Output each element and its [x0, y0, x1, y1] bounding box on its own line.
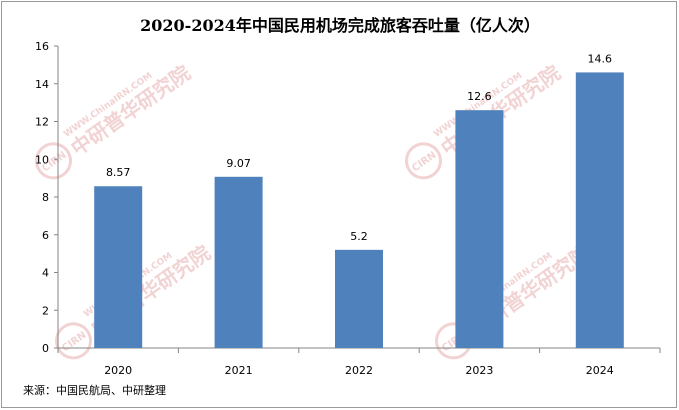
y-tick-label: 4	[42, 267, 49, 280]
x-tick-label: 2020	[104, 364, 132, 377]
bar	[214, 176, 263, 348]
data-label: 5.2	[350, 230, 368, 243]
x-tick-label: 2024	[586, 364, 614, 377]
x-tick-label: 2022	[345, 364, 373, 377]
bar	[575, 72, 624, 349]
bar	[94, 186, 143, 348]
bar	[335, 249, 383, 348]
bar-series	[94, 72, 624, 349]
watermark-logo-ring	[405, 142, 443, 180]
y-axis: 0 2 4 6 8 10 12 14 16	[35, 40, 59, 355]
bar	[455, 110, 504, 348]
y-tick-label: 12	[35, 116, 49, 129]
watermark-logo-ring	[35, 142, 73, 180]
watermark-logo-text: CIRN	[60, 330, 89, 355]
watermark-cn-text: 中研普华研究院	[66, 61, 194, 161]
x-tick-label: 2021	[225, 364, 253, 377]
x-tick-label: 2023	[465, 364, 493, 377]
y-tick-label: 0	[42, 342, 49, 355]
y-tick-label: 8	[42, 191, 49, 204]
chart-title: 2020-2024年中国民用机场完成旅客吞吐量（亿人次）	[140, 16, 540, 35]
y-tick-label: 14	[35, 78, 49, 91]
data-label: 12.6	[467, 90, 492, 103]
y-tick-label: 16	[35, 40, 49, 53]
watermark-logo-text: CIRN	[410, 150, 439, 175]
data-label: 8.57	[106, 166, 131, 179]
y-tick-label: 10	[35, 153, 49, 166]
y-tick-label: 2	[42, 304, 49, 317]
data-label: 14.6	[588, 52, 613, 65]
source-note: 来源：中国民航局、中研整理	[23, 383, 166, 397]
data-label: 9.07	[226, 157, 251, 170]
value-labels: 8.57 9.07 5.2 12.6 14.6	[106, 52, 612, 242]
x-axis: 2020 2021 2022 2023 2024	[57, 347, 661, 377]
watermark-logo-ring	[55, 322, 93, 360]
y-tick-label: 6	[42, 229, 49, 242]
